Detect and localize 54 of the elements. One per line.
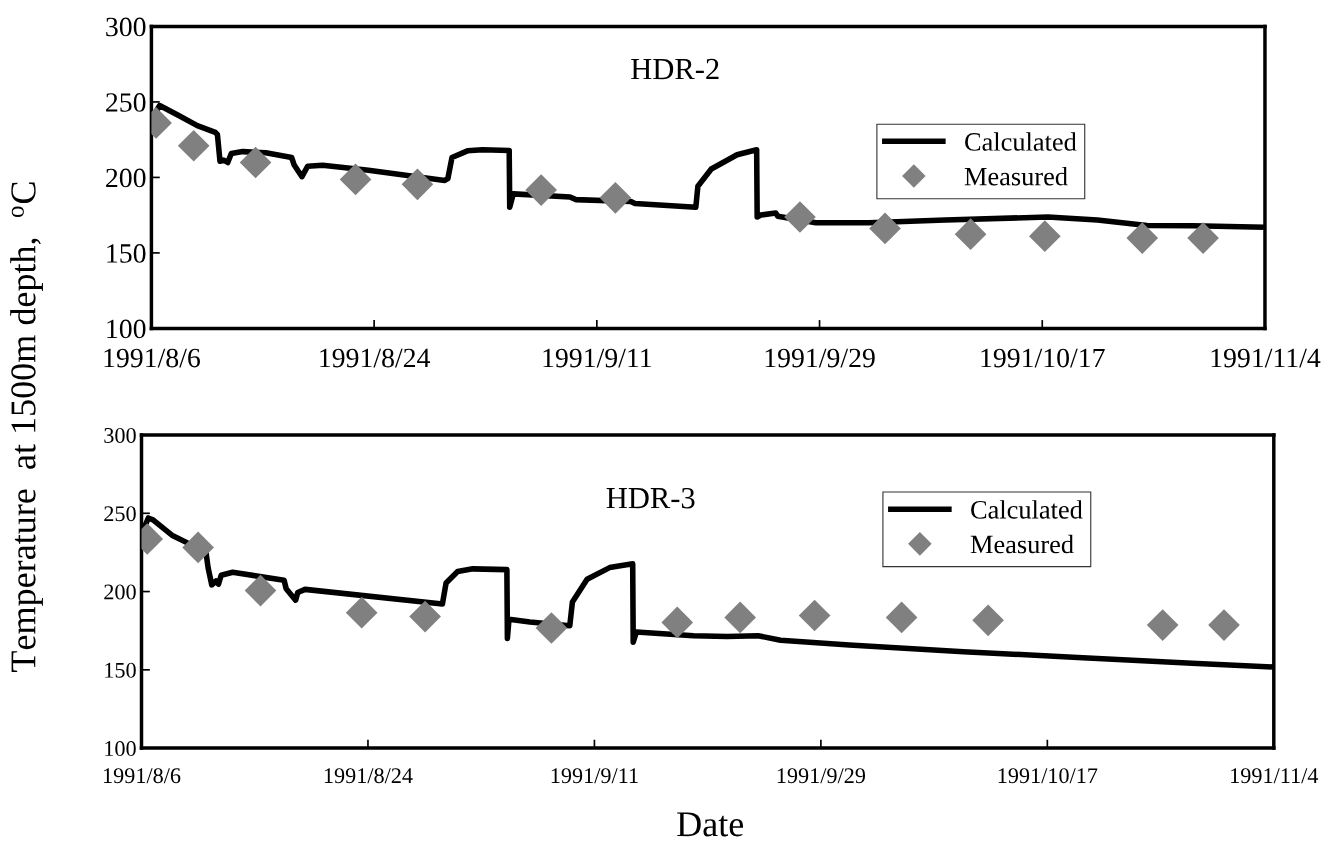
y-tick-label: 200 [106,168,146,188]
point [1028,220,1061,252]
point [784,201,816,233]
x-tick-label: 1991/8/6 [103,768,181,784]
point [954,218,987,251]
y-tick-label: 250 [104,506,136,522]
point [885,601,918,634]
point [1208,609,1240,641]
x-tick-label: 1991/11/4 [1231,768,1319,784]
point [535,612,568,644]
point [661,606,694,639]
y-tick-label: 300 [104,427,136,443]
point [525,174,557,206]
point [239,146,272,179]
point [177,129,210,162]
point [972,604,1004,637]
annotation: HDR-2 [631,58,719,80]
point [1146,609,1179,641]
y-tick-label: 100 [105,741,136,757]
y-tick-label: 250 [106,93,146,112]
legend-label: Calculated [965,132,1077,151]
x-tick-label: 1991/10/17 [981,348,1105,368]
x-tick-label: 1991/11/4 [1211,348,1321,368]
point [1187,222,1219,254]
annotation: HDR-3 [606,487,695,509]
x-axis-title: Date [677,812,744,837]
x-tick-label: 1991/8/6 [104,348,200,368]
y-tick-label: 200 [104,584,136,600]
y-tick-label: 100 [107,319,146,339]
point [599,181,632,214]
x-tick-label: 1991/9/29 [777,768,866,784]
point [401,168,434,201]
point [345,596,378,629]
y-tick-label: 150 [105,662,136,678]
x-tick-label: 1991/8/24 [320,348,431,368]
x-tick-label: 1991/9/29 [765,348,875,368]
point [339,163,372,196]
x-tick-label: 1991/10/17 [998,768,1098,784]
point [244,574,277,607]
point [182,531,214,564]
x-tick-label: 1991/8/24 [324,768,413,784]
point [1126,222,1159,254]
legend-label: Measured [970,534,1074,554]
point [409,600,441,633]
x-tick-label: 1991/9/11 [551,768,638,784]
y-tick-label: 150 [107,244,146,263]
legend-label: Measured [964,166,1068,186]
legend-label: Calculated [971,500,1083,519]
point [869,212,901,245]
point [798,599,831,632]
x-tick-label: 1991/9/11 [543,348,651,368]
y-tick-label: 300 [106,17,146,37]
y-axis-title: Temperature at 1500m depth, $^{o}$C [10,182,43,672]
point [724,601,756,634]
